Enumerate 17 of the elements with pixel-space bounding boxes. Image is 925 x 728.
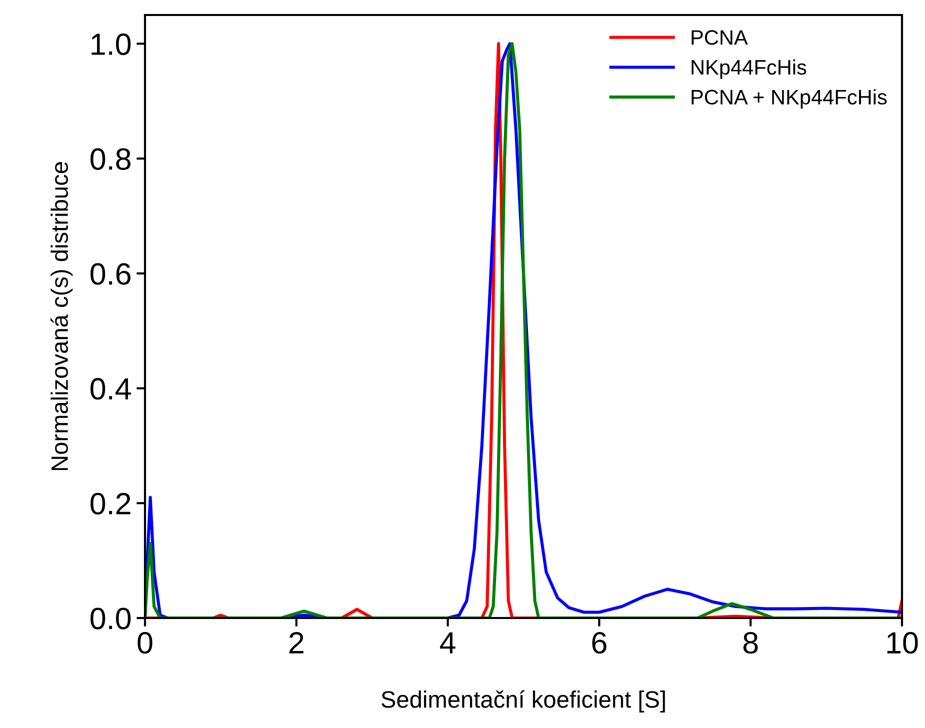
y-tick-label: 1.0 bbox=[92, 33, 131, 56]
y-tick-label: 0.4 bbox=[90, 378, 131, 400]
y-tick-label: 0.0 bbox=[90, 608, 131, 630]
legend-label: PCNA + NKp44FcHis bbox=[692, 89, 887, 109]
x-tick-label: 4 bbox=[440, 632, 456, 654]
y-tick-label: 0.2 bbox=[90, 492, 130, 515]
x-tick-label: 0 bbox=[138, 632, 152, 654]
y-tick-label: 0.6 bbox=[90, 263, 130, 285]
legend-label: NKp44FcHis bbox=[692, 59, 806, 79]
legend-label: PCNA bbox=[692, 30, 748, 45]
x-tick-label: 6 bbox=[592, 632, 606, 654]
x-tick-label: 2 bbox=[289, 632, 304, 654]
x-tick-label: 8 bbox=[743, 632, 758, 654]
x-tick-label: 10 bbox=[887, 632, 918, 654]
x-axis-title: Sedimentační koeficient [S] bbox=[382, 690, 665, 713]
y-tick-label: 0.8 bbox=[90, 148, 130, 170]
y-axis-title: Normalizovaná c(s) distribuce bbox=[50, 162, 73, 470]
